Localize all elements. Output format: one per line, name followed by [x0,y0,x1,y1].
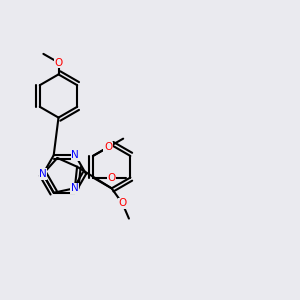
Text: N: N [39,169,47,179]
Text: N: N [71,150,79,160]
Text: O: O [118,199,127,208]
Text: O: O [54,58,63,68]
Text: N: N [71,183,79,193]
Text: O: O [104,142,112,152]
Text: O: O [107,172,116,182]
